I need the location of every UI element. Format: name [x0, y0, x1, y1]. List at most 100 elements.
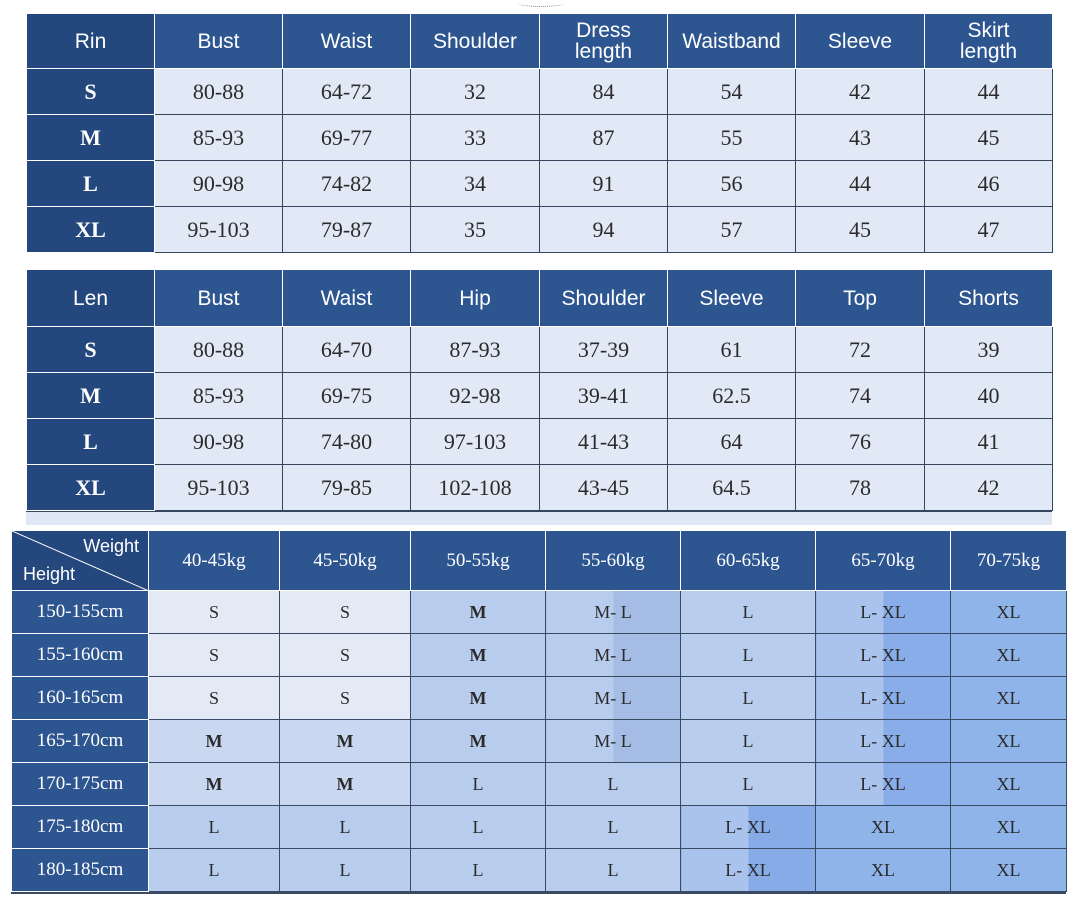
guide-cell: L- XL: [680, 805, 816, 849]
guide-cell: M- L: [545, 633, 681, 677]
guide-cell: L- XL: [815, 762, 951, 806]
table-cell: 64-70: [282, 326, 411, 373]
guide-cell: S: [148, 590, 280, 634]
size-label: S: [26, 326, 155, 373]
height-label: 150-155cm: [11, 590, 149, 634]
rin-header-waist: Waist: [282, 13, 411, 69]
table-cell: 87-93: [410, 326, 540, 373]
table-cell: 92-98: [410, 372, 540, 419]
size-label: L: [26, 160, 155, 207]
guide-cell: M: [410, 676, 546, 720]
table-cell: 40: [924, 372, 1053, 419]
table-cell: 76: [795, 418, 925, 465]
table-cell: 94: [539, 206, 668, 253]
table-cell: 74-82: [282, 160, 411, 207]
table-cell: 69-75: [282, 372, 411, 419]
height-label: 160-165cm: [11, 676, 149, 720]
rin-header-label: Rin: [26, 13, 155, 69]
guide-cell: L- XL: [815, 633, 951, 677]
table-row: L 90-98 74-82 34 91 56 44 46: [26, 160, 1053, 207]
corner-header: Weight Height: [11, 530, 149, 591]
table-cell: 37-39: [539, 326, 668, 373]
guide-cell: XL: [950, 762, 1067, 806]
table-cell: 39: [924, 326, 1053, 373]
table-cell: 102-108: [410, 464, 540, 511]
table-row: 155-160cm S S M M- L L L- XL XL: [11, 633, 1067, 677]
rin-header-skirt-length: Skirt length: [924, 13, 1053, 69]
weight-header: 40-45kg: [148, 530, 280, 591]
table-cell: 80-88: [154, 68, 283, 115]
table-cell: 95-103: [154, 464, 283, 511]
table-cell: 78: [795, 464, 925, 511]
table-cell: 54: [667, 68, 796, 115]
height-label: 165-170cm: [11, 719, 149, 763]
size-label: S: [26, 68, 155, 115]
guide-cell: L: [279, 848, 411, 892]
weight-header: 70-75kg: [950, 530, 1067, 591]
weight-header: 60-65kg: [680, 530, 816, 591]
weight-header: 65-70kg: [815, 530, 951, 591]
len-size-table: Len Bust Waist Hip Shoulder Sleeve Top S…: [26, 269, 1053, 511]
rin-header-sleeve: Sleeve: [795, 13, 925, 69]
table-row: M 85-93 69-75 92-98 39-41 62.5 74 40: [26, 372, 1053, 419]
guide-cell: L: [680, 719, 816, 763]
guide-cell: L: [680, 676, 816, 720]
guide-cell: L- XL: [815, 590, 951, 634]
table-cell: 74: [795, 372, 925, 419]
guide-cell: L: [545, 762, 681, 806]
guide-cell: XL: [950, 719, 1067, 763]
guide-cell: M- L: [545, 676, 681, 720]
table-row: 165-170cm M M M M- L L L- XL XL: [11, 719, 1067, 763]
len-header-sleeve: Sleeve: [667, 269, 796, 327]
guide-cell: L- XL: [680, 848, 816, 892]
table-row: S 80-88 64-72 32 84 54 42 44: [26, 68, 1053, 115]
table-cell: 64: [667, 418, 796, 465]
rin-header-waistband: Waistband: [667, 13, 796, 69]
len-header-hip: Hip: [410, 269, 540, 327]
table-cell: 90-98: [154, 160, 283, 207]
rin-header-row: Rin Bust Waist Shoulder Dress length Wais…: [26, 13, 1053, 69]
table-cell: 84: [539, 68, 668, 115]
table-cell: 90-98: [154, 418, 283, 465]
weight-header-row: Weight Height 40-45kg 45-50kg 50-55kg 55…: [11, 530, 1067, 591]
rin-header-dress-length: Dress length: [539, 13, 668, 69]
rin-header-bust: Bust: [154, 13, 283, 69]
table-cell: 32: [410, 68, 540, 115]
table-cell: 34: [410, 160, 540, 207]
table-cell: 41-43: [539, 418, 668, 465]
guide-cell: L: [545, 848, 681, 892]
weight-header: 45-50kg: [279, 530, 411, 591]
table-row: S 80-88 64-70 87-93 37-39 61 72 39: [26, 326, 1053, 373]
table-cell: 62.5: [667, 372, 796, 419]
height-label: 175-180cm: [11, 805, 149, 849]
table-cell: 61: [667, 326, 796, 373]
guide-cell: L: [545, 805, 681, 849]
table-cell: 42: [795, 68, 925, 115]
guide-cell: S: [148, 676, 280, 720]
table-cell: 87: [539, 114, 668, 161]
table-cell: 44: [795, 160, 925, 207]
guide-cell: L- XL: [815, 676, 951, 720]
guide-cell: L: [148, 848, 280, 892]
weight-header: 50-55kg: [410, 530, 546, 591]
guide-cell: L: [148, 805, 280, 849]
table-row: 150-155cm S S M M- L L L- XL XL: [11, 590, 1067, 634]
guide-cell: XL: [950, 848, 1067, 892]
len-header-top: Top: [795, 269, 925, 327]
guide-cell: M: [148, 762, 280, 806]
size-label: XL: [26, 206, 155, 253]
guide-cell: XL: [950, 676, 1067, 720]
table-row: XL 95-103 79-87 35 94 57 45 47: [26, 206, 1053, 253]
table-cell: 91: [539, 160, 668, 207]
guide-cell: XL: [950, 805, 1067, 849]
len-header-waist: Waist: [282, 269, 411, 327]
table-cell: 95-103: [154, 206, 283, 253]
table-cell: 43: [795, 114, 925, 161]
size-label: M: [26, 372, 155, 419]
guide-cell: M: [410, 590, 546, 634]
guide-cell: M: [148, 719, 280, 763]
table-cell: 57: [667, 206, 796, 253]
height-label: 155-160cm: [11, 633, 149, 677]
table-cell: 42: [924, 464, 1053, 511]
table-cell: 46: [924, 160, 1053, 207]
